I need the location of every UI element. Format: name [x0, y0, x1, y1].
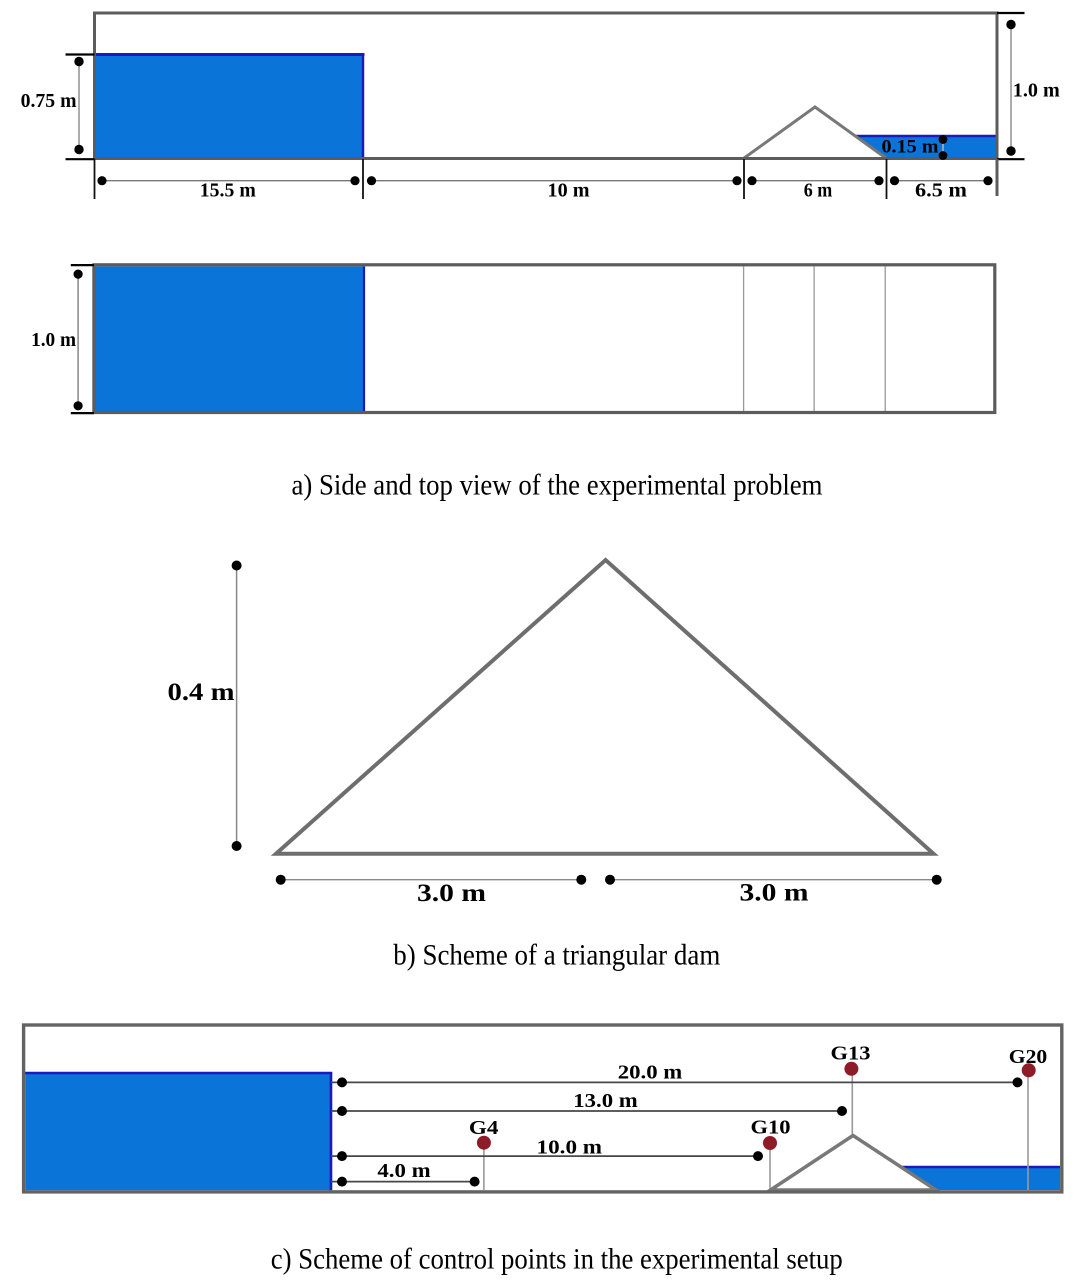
svg-text:20.0 m: 20.0 m	[618, 1062, 683, 1084]
svg-text:a) Side and top view of the ex: a) Side and top view of the experimental…	[292, 470, 823, 502]
svg-text:10.0 m: 10.0 m	[537, 1137, 603, 1159]
svg-text:1.0 m: 1.0 m	[31, 329, 76, 351]
svg-text:6 m: 6 m	[804, 179, 833, 201]
svg-text:6.5 m: 6.5 m	[915, 179, 967, 201]
svg-text:G20: G20	[1009, 1046, 1048, 1068]
svg-text:1.0 m: 1.0 m	[1013, 80, 1060, 102]
svg-text:4.0 m: 4.0 m	[377, 1160, 431, 1182]
svg-text:10 m: 10 m	[548, 179, 590, 201]
svg-text:13.0 m: 13.0 m	[573, 1090, 638, 1112]
svg-text:G4: G4	[469, 1117, 499, 1139]
svg-text:0.75 m: 0.75 m	[21, 90, 77, 112]
svg-text:3.0 m: 3.0 m	[740, 880, 809, 907]
svg-text:0.4 m: 0.4 m	[168, 679, 235, 706]
svg-text:c) Scheme of control points in: c) Scheme of control points in the exper…	[271, 1244, 843, 1276]
svg-text:3.0 m: 3.0 m	[417, 880, 486, 907]
svg-text:G13: G13	[831, 1043, 871, 1065]
svg-text:0.15 m: 0.15 m	[882, 137, 939, 158]
svg-text:15.5 m: 15.5 m	[200, 179, 256, 201]
svg-text:b) Scheme of a triangular dam: b) Scheme of a triangular dam	[393, 940, 720, 972]
svg-text:G10: G10	[751, 1117, 791, 1139]
